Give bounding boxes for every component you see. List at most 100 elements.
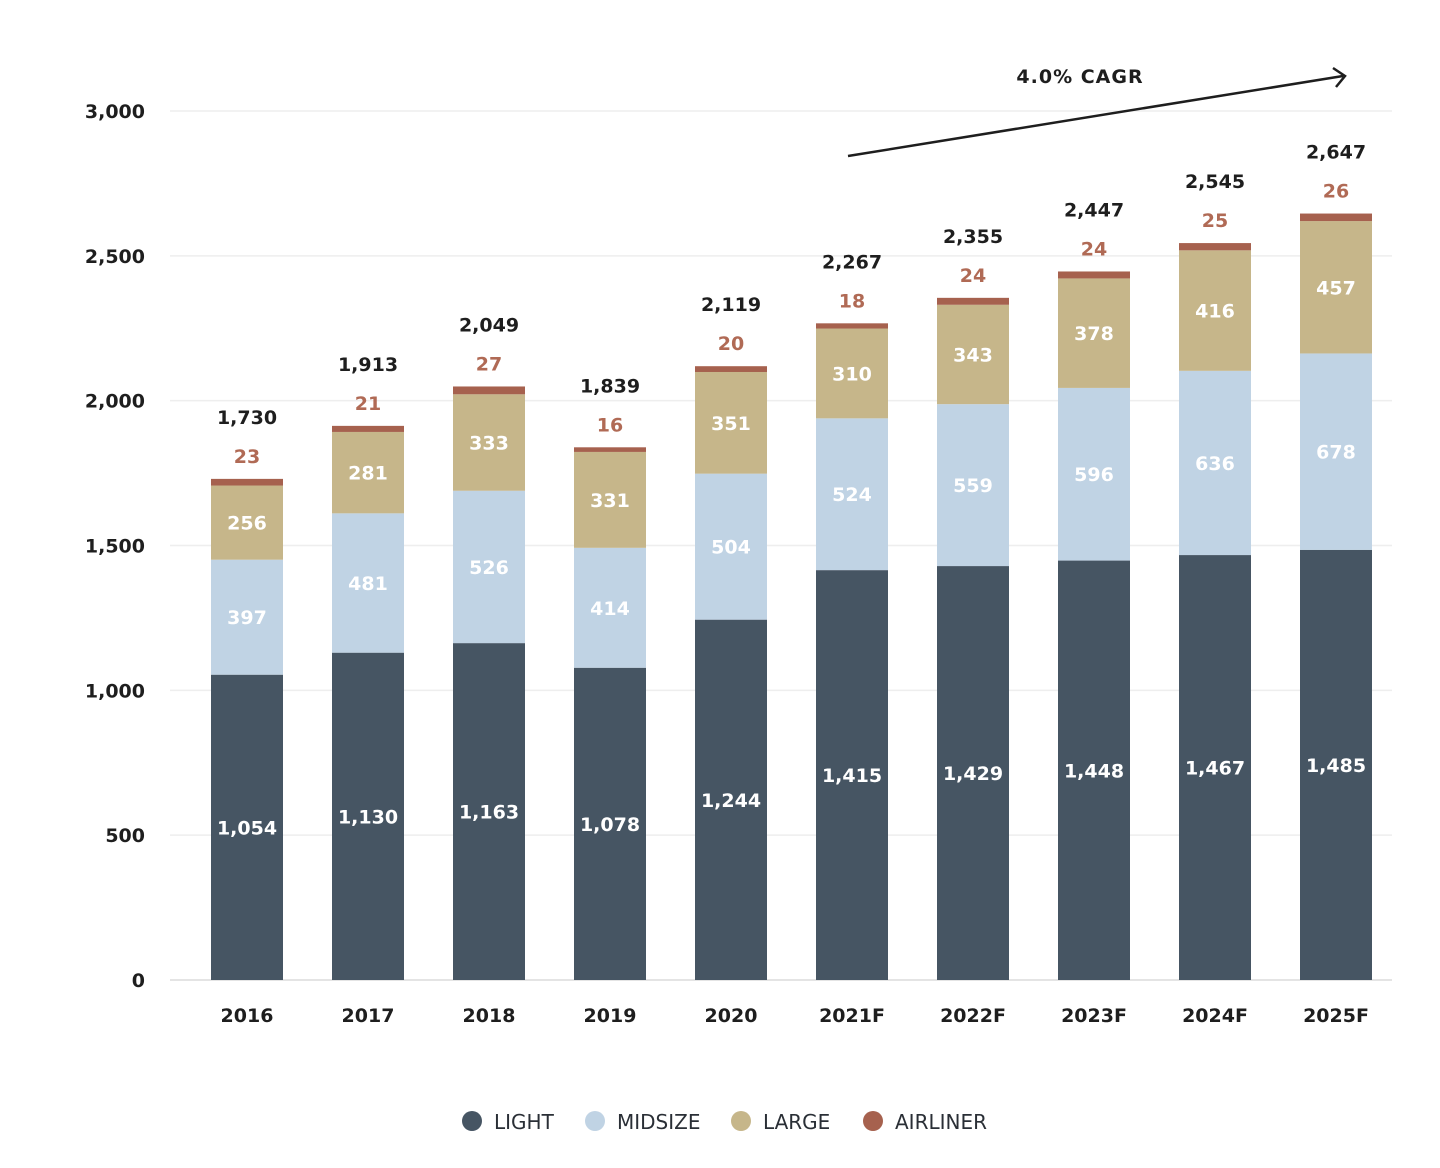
data-label-airliner: 25: [1202, 210, 1228, 232]
legend-label-midsize: MIDSIZE: [617, 1110, 701, 1134]
bar-segment-light: [937, 566, 1009, 980]
y-tick-label: 1,000: [85, 680, 145, 702]
bar-segment-large: [453, 394, 525, 491]
data-label-large: 256: [227, 513, 267, 535]
x-tick-label: 2025F: [1303, 1005, 1369, 1027]
data-label-airliner: 21: [355, 393, 381, 415]
bar-segment-airliner: [816, 323, 888, 329]
bar-segment-light: [453, 643, 525, 980]
bar-segment-large: [1179, 250, 1251, 371]
data-label-light: 1,467: [1185, 758, 1245, 780]
bar-segment-large: [816, 328, 888, 419]
data-label-large: 351: [711, 413, 751, 435]
data-label-airliner: 24: [1081, 238, 1107, 260]
bar-segment-light: [1058, 560, 1130, 980]
legend-label-large: LARGE: [763, 1110, 830, 1134]
x-tick-label: 2017: [342, 1005, 395, 1027]
bar-segment-midsize: [1179, 370, 1251, 556]
data-label-light: 1,130: [338, 806, 398, 828]
bar-segment-light: [1179, 555, 1251, 980]
bar-segment-light: [574, 667, 646, 980]
data-label-light: 1,485: [1306, 755, 1366, 777]
total-label: 2,119: [701, 294, 761, 316]
data-label-light: 1,078: [580, 814, 640, 836]
y-tick-label: 1,500: [85, 536, 145, 558]
data-label-large: 331: [590, 490, 630, 512]
data-label-midsize: 524: [832, 484, 872, 506]
cagr-label: 4.0% CAGR: [1016, 66, 1143, 88]
data-label-airliner: 16: [597, 414, 623, 436]
data-label-midsize: 414: [590, 598, 630, 620]
x-tick-label: 2018: [463, 1005, 516, 1027]
x-tick-label: 2016: [221, 1005, 274, 1027]
legend-label-light: LIGHT: [494, 1110, 555, 1134]
data-label-airliner: 26: [1323, 181, 1349, 203]
data-label-light: 1,448: [1064, 760, 1124, 782]
bar-segment-large: [211, 485, 283, 560]
x-tick-label: 2019: [584, 1005, 637, 1027]
data-label-large: 281: [348, 463, 388, 485]
bar-segment-light: [332, 652, 404, 980]
data-label-midsize: 397: [227, 607, 267, 629]
bar-segment-large: [937, 304, 1009, 405]
bar-segment-midsize: [1058, 387, 1130, 561]
bar-segment-large: [695, 371, 767, 474]
total-label: 2,355: [943, 226, 1003, 248]
bar-segment-airliner: [332, 425, 404, 432]
total-label: 1,839: [580, 375, 640, 397]
bar-segment-midsize: [332, 513, 404, 653]
data-label-midsize: 481: [348, 573, 388, 595]
bar-segment-large: [574, 451, 646, 548]
bar-segment-midsize: [816, 418, 888, 571]
data-label-midsize: 559: [953, 475, 993, 497]
bar-segment-airliner: [695, 366, 767, 372]
total-label: 2,267: [822, 251, 882, 273]
x-tick-label: 2024F: [1182, 1005, 1248, 1027]
total-label: 2,447: [1064, 199, 1124, 221]
data-label-light: 1,163: [459, 802, 519, 824]
bar-segment-large: [1058, 278, 1130, 388]
data-label-large: 457: [1316, 277, 1356, 299]
bar-segment-light: [695, 619, 767, 980]
data-label-large: 310: [832, 363, 872, 385]
bar-segment-midsize: [1300, 353, 1372, 550]
bar-segment-airliner: [1300, 213, 1372, 222]
data-label-light: 1,429: [943, 763, 1003, 785]
data-label-midsize: 596: [1074, 464, 1114, 486]
y-tick-label: 3,000: [85, 101, 145, 123]
cagr-annotation: 4.0% CAGR: [847, 66, 1347, 158]
data-label-airliner: 20: [718, 333, 744, 355]
data-label-midsize: 526: [469, 557, 509, 579]
data-label-midsize: 504: [711, 537, 751, 559]
bar-segment-large: [332, 431, 404, 514]
total-label: 2,545: [1185, 171, 1245, 193]
x-tick-label: 2022F: [940, 1005, 1006, 1027]
legend-swatch-airliner: [863, 1111, 883, 1131]
data-label-light: 1,244: [701, 790, 761, 812]
bar-segment-airliner: [211, 478, 283, 486]
bar-segment-midsize: [695, 473, 767, 620]
bar-segment-light: [211, 674, 283, 980]
bar-segment-airliner: [574, 447, 646, 452]
legend: LIGHT MIDSIZE LARGE AIRLINER: [462, 1110, 987, 1134]
bar-segment-midsize: [453, 490, 525, 644]
total-label: 2,049: [459, 314, 519, 336]
x-tick-label: 2021F: [819, 1005, 885, 1027]
y-tick-label: 500: [105, 825, 145, 847]
y-tick-label: 0: [132, 970, 145, 992]
y-tick-label: 2,500: [85, 246, 145, 268]
bar-segment-midsize: [937, 404, 1009, 567]
bar-segment-midsize: [574, 547, 646, 668]
data-label-midsize: 636: [1195, 453, 1235, 475]
legend-swatch-light: [462, 1111, 482, 1131]
data-label-large: 378: [1074, 323, 1114, 345]
x-tick-label: 2023F: [1061, 1005, 1127, 1027]
bar-segment-airliner: [937, 297, 1009, 305]
bar-segment-airliner: [453, 386, 525, 395]
bar-segment-light: [816, 570, 888, 980]
bar-segment-airliner: [1179, 243, 1251, 251]
data-label-large: 333: [469, 433, 509, 455]
y-tick-label: 2,000: [85, 391, 145, 413]
bar-segment-large: [1300, 221, 1372, 354]
